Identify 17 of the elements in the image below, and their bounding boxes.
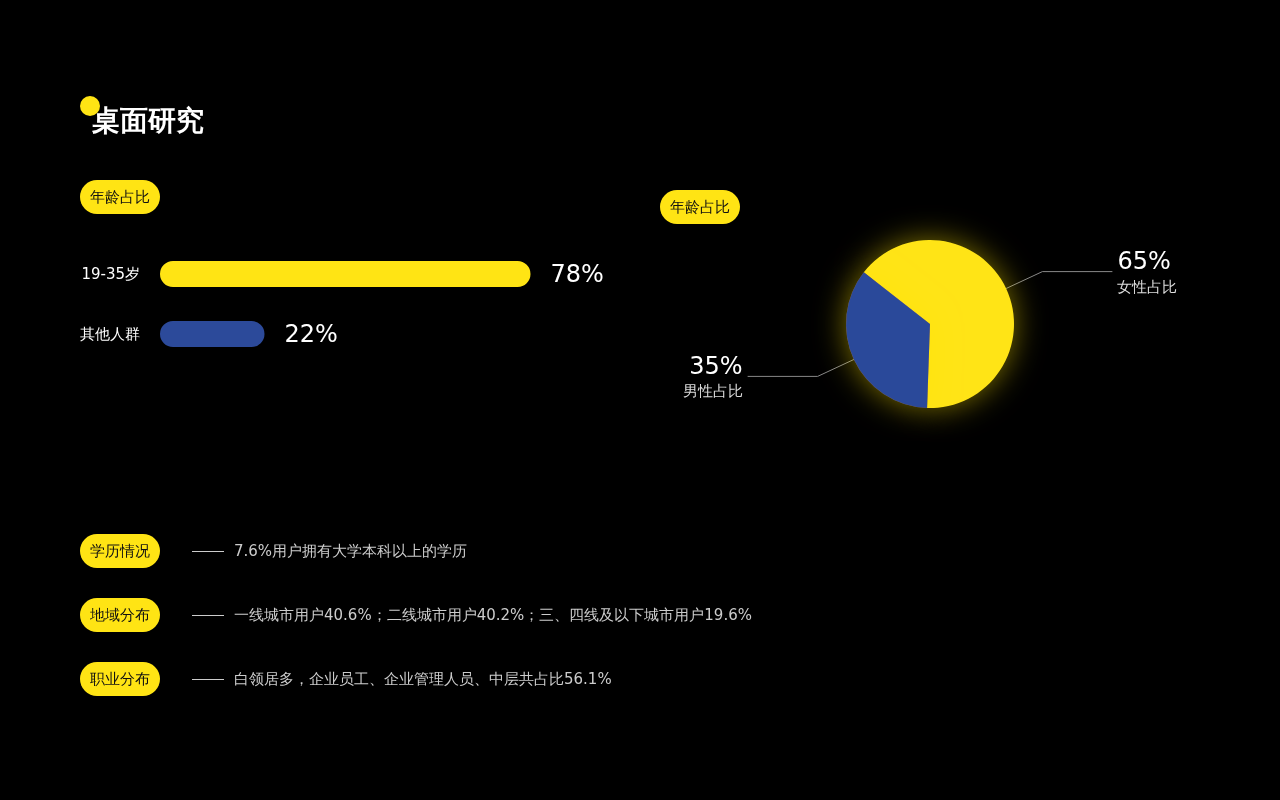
slice-label: 女性占比: [1117, 277, 1178, 296]
text: 一线城市用户40.6%；二线城市用户40.2%；三、四线及以下城市用户19.6%: [234, 605, 752, 625]
text: 职业分布: [80, 662, 160, 696]
chart-subtitle: 年龄占比: [80, 180, 160, 214]
data-label: 65%: [1117, 247, 1171, 276]
data-label: 35%: [689, 351, 743, 380]
data-label: 78%: [550, 260, 604, 288]
text: 7.6%用户拥有大学本科以上的学历: [234, 541, 468, 561]
y-tick-label: 19-35岁: [81, 265, 140, 283]
text: 白领居多，企业员工、企业管理人员、中层共占比56.1%: [234, 669, 612, 689]
text: 学历情况: [80, 534, 160, 568]
chart-title: 桌面研究: [92, 103, 204, 139]
text: 地域分布: [80, 598, 160, 632]
slice-label: 男性占比: [682, 382, 743, 401]
chart-subtitle: 年龄占比: [660, 190, 740, 224]
y-tick-label: 其他人群: [80, 325, 140, 343]
data-label: 22%: [284, 320, 338, 348]
